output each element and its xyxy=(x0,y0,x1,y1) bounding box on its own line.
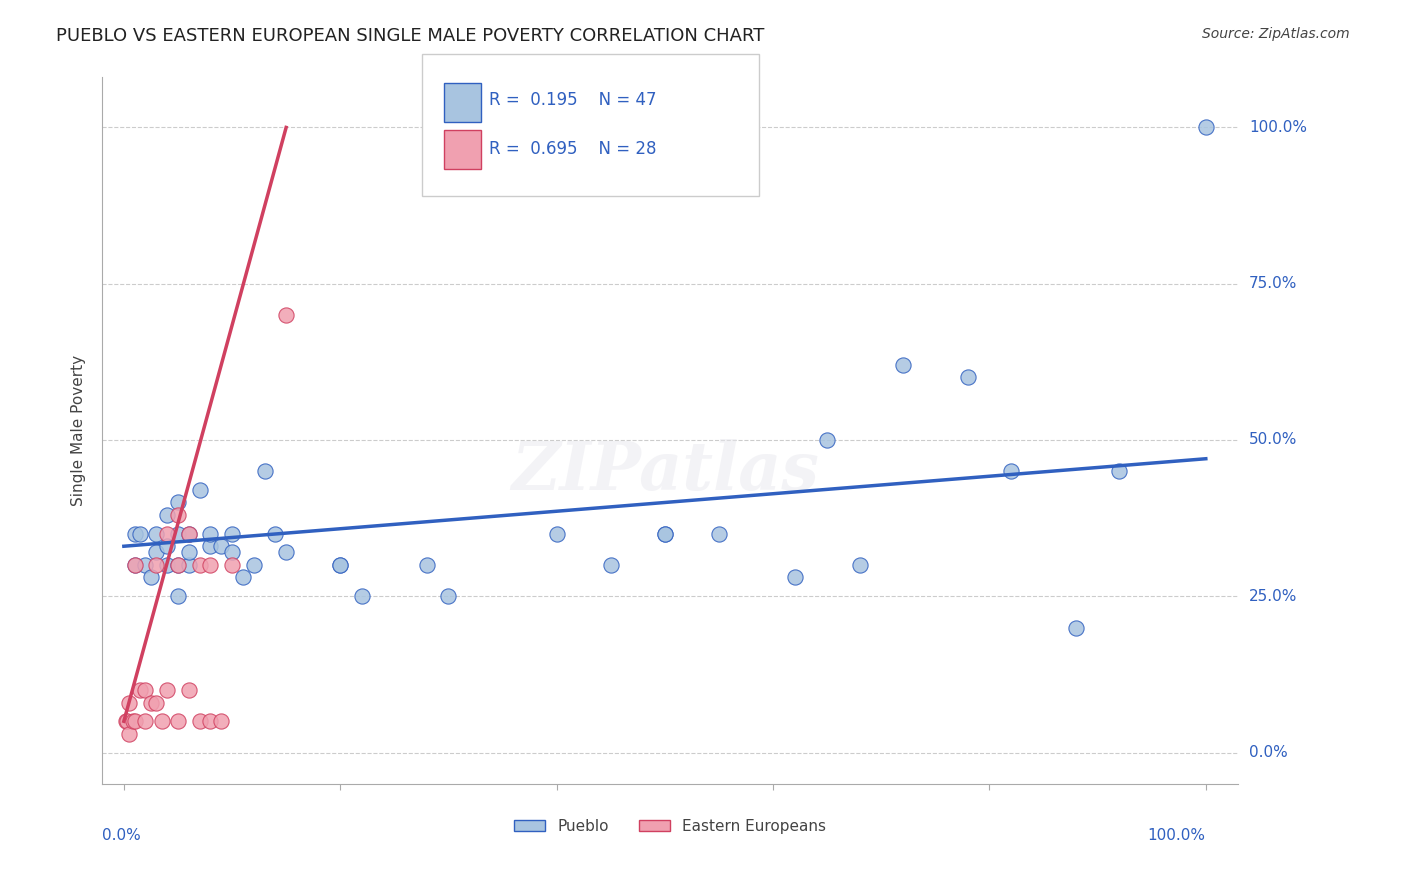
Point xyxy=(221,545,243,559)
Point xyxy=(815,433,838,447)
Point xyxy=(167,558,190,572)
Point xyxy=(221,526,243,541)
Point xyxy=(242,558,264,572)
Point xyxy=(145,558,167,572)
Point xyxy=(188,483,211,497)
Point xyxy=(209,714,232,729)
Point xyxy=(167,589,190,603)
Point xyxy=(1108,464,1130,478)
Point xyxy=(156,539,179,553)
Point xyxy=(200,526,222,541)
Point xyxy=(134,714,156,729)
Point xyxy=(437,589,460,603)
Point xyxy=(115,714,138,729)
Point xyxy=(200,539,222,553)
Text: ZIPatlas: ZIPatlas xyxy=(510,439,818,504)
Point xyxy=(329,558,352,572)
Point xyxy=(177,526,200,541)
Text: 100.0%: 100.0% xyxy=(1147,828,1206,843)
Point xyxy=(177,526,200,541)
Point xyxy=(124,714,146,729)
Point xyxy=(200,558,222,572)
Point xyxy=(654,526,676,541)
Point xyxy=(134,683,156,698)
Point xyxy=(129,526,152,541)
Point xyxy=(121,714,143,729)
Point xyxy=(177,558,200,572)
Point xyxy=(329,558,352,572)
Point xyxy=(145,696,167,710)
Point xyxy=(221,558,243,572)
Point xyxy=(1195,120,1218,135)
Text: PUEBLO VS EASTERN EUROPEAN SINGLE MALE POVERTY CORRELATION CHART: PUEBLO VS EASTERN EUROPEAN SINGLE MALE P… xyxy=(56,27,765,45)
Point xyxy=(232,570,254,584)
Point xyxy=(188,714,211,729)
Point xyxy=(134,558,156,572)
Point xyxy=(167,508,190,522)
Point xyxy=(139,570,162,584)
Point xyxy=(150,714,173,729)
Point xyxy=(276,308,298,322)
Point xyxy=(145,545,167,559)
Text: 0.0%: 0.0% xyxy=(103,828,141,843)
Text: R =  0.695    N = 28: R = 0.695 N = 28 xyxy=(489,140,657,158)
Point xyxy=(707,526,730,541)
Point xyxy=(891,358,914,372)
Point xyxy=(783,570,806,584)
Point xyxy=(546,526,568,541)
Point xyxy=(200,714,222,729)
Point xyxy=(253,464,276,478)
Point xyxy=(156,508,179,522)
Text: 50.0%: 50.0% xyxy=(1249,433,1298,448)
Point xyxy=(167,495,190,509)
Text: 25.0%: 25.0% xyxy=(1249,589,1298,604)
Point xyxy=(124,526,146,541)
Text: 75.0%: 75.0% xyxy=(1249,277,1298,291)
Point xyxy=(167,714,190,729)
Point xyxy=(654,526,676,541)
Point xyxy=(167,526,190,541)
Point xyxy=(139,696,162,710)
Point xyxy=(124,558,146,572)
Text: R =  0.195    N = 47: R = 0.195 N = 47 xyxy=(489,91,657,109)
Point xyxy=(188,558,211,572)
Point xyxy=(209,539,232,553)
Point xyxy=(1064,620,1087,634)
Text: 0.0%: 0.0% xyxy=(1249,745,1288,760)
Point xyxy=(145,526,167,541)
Point xyxy=(124,558,146,572)
Y-axis label: Single Male Poverty: Single Male Poverty xyxy=(72,355,86,506)
Point xyxy=(156,683,179,698)
Point xyxy=(350,589,373,603)
Point xyxy=(416,558,439,572)
Point xyxy=(276,545,298,559)
Point xyxy=(167,558,190,572)
Text: 100.0%: 100.0% xyxy=(1249,120,1308,135)
Legend: Pueblo, Eastern Europeans: Pueblo, Eastern Europeans xyxy=(509,813,832,839)
Point xyxy=(156,526,179,541)
Point xyxy=(129,683,152,698)
Point xyxy=(956,370,979,384)
Point xyxy=(115,714,138,729)
Point xyxy=(1000,464,1022,478)
Text: Source: ZipAtlas.com: Source: ZipAtlas.com xyxy=(1202,27,1350,41)
Point xyxy=(118,727,141,741)
Point xyxy=(118,696,141,710)
Point xyxy=(599,558,621,572)
Point xyxy=(177,683,200,698)
Point xyxy=(156,558,179,572)
Point xyxy=(177,545,200,559)
Point xyxy=(264,526,287,541)
Point xyxy=(848,558,870,572)
